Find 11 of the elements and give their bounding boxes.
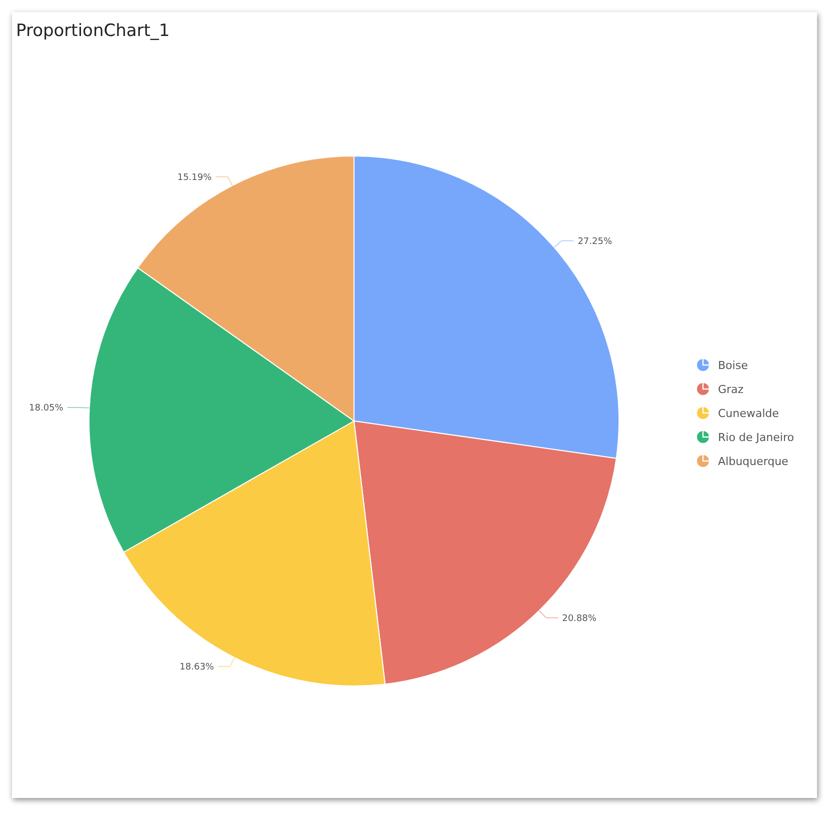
data-label: 20.88% [562,614,597,624]
legend-label: Cunewalde [718,406,780,420]
legend-label: Albuquerque [718,454,789,468]
data-label: 18.05% [29,404,64,414]
data-label: 18.63% [180,662,214,673]
data-label: 27.25% [578,236,612,247]
legend-label: Boise [718,358,748,372]
legend-label: Graz [718,382,744,396]
legend-label: Rio de Janeiro [718,430,794,444]
chart-title: ProportionChart_1 [16,21,170,41]
data-label: 15.19% [177,172,212,183]
